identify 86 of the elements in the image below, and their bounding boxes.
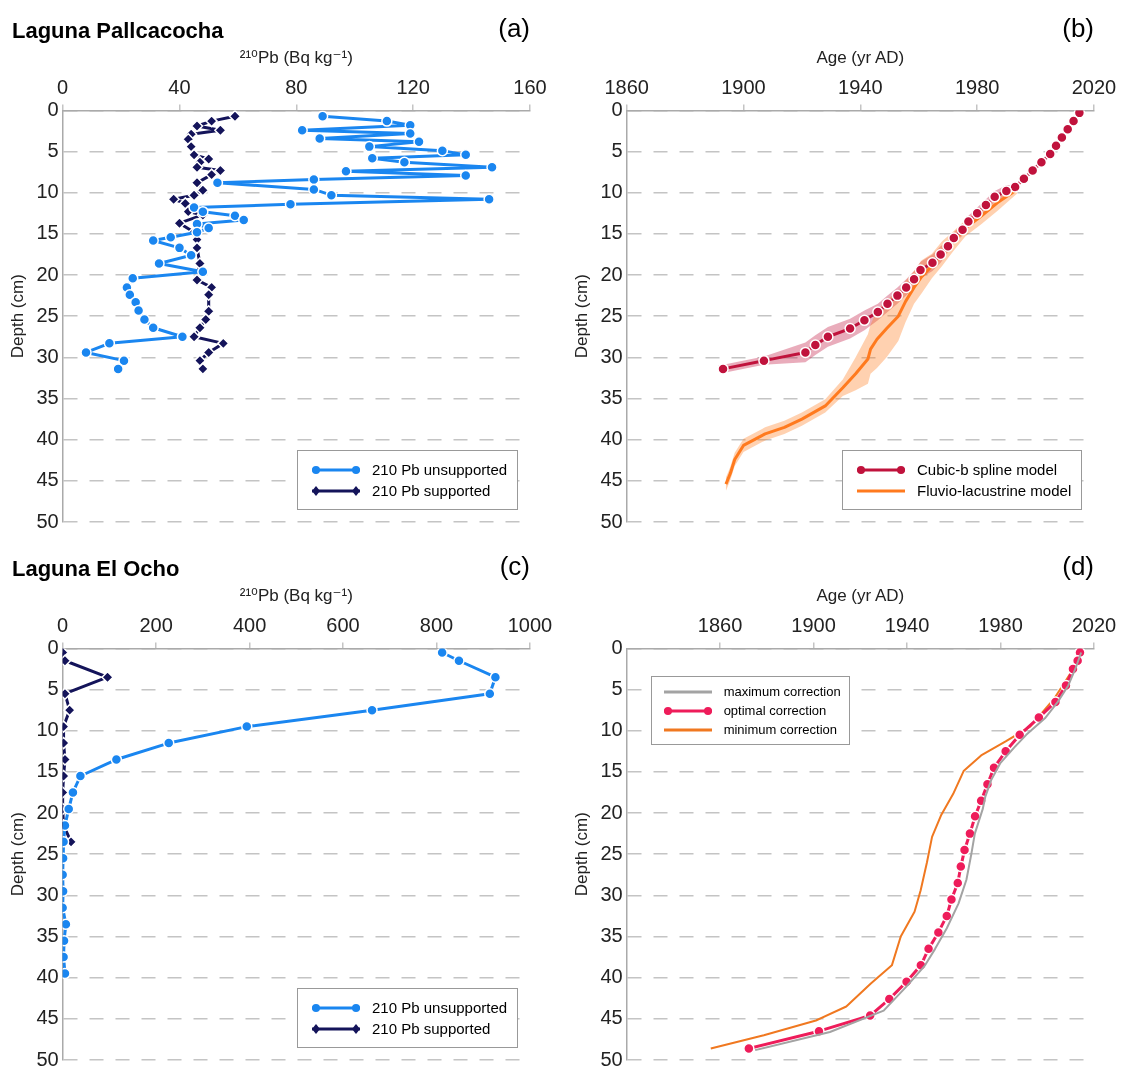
x-tick-label: 1860 <box>604 75 649 98</box>
y-tick-label: 10 <box>600 180 623 203</box>
x-tick-label: 1860 <box>697 613 743 636</box>
y-tick-label: 30 <box>600 344 623 367</box>
y-tick-label: 35 <box>600 924 623 947</box>
y-tick-label: 30 <box>36 882 59 905</box>
y-tick-label: 10 <box>36 718 59 741</box>
y-tick-label: 45 <box>600 468 623 491</box>
y-axis-title: Depth (cm) <box>7 812 27 897</box>
y-tick-label: 25 <box>600 841 623 864</box>
legend-label: Fluvio-lacustrine model <box>917 482 1072 499</box>
y-tick-label: 0 <box>611 635 623 658</box>
x-tick-label: 80 <box>285 75 308 98</box>
x-tick-label: 800 <box>419 613 454 636</box>
y-tick-label: 20 <box>36 800 59 823</box>
y-tick-label: 45 <box>600 1006 623 1029</box>
y-tick-label: 5 <box>611 139 623 162</box>
text: (a) <box>498 13 530 43</box>
y-tick-label: 30 <box>36 344 59 367</box>
x-tick-label: 120 <box>396 75 430 98</box>
y-tick-label: 40 <box>600 427 623 450</box>
y-tick-label: 35 <box>36 386 59 409</box>
y-tick-label: 15 <box>600 759 623 782</box>
y-tick-label: 0 <box>611 97 623 120</box>
x-tick-label: 1900 <box>721 75 766 98</box>
legend-label: 210 Pb supported <box>372 1020 491 1037</box>
y-tick-label: 5 <box>611 677 623 700</box>
x-axis-title: Age (yr AD) <box>816 585 905 605</box>
x-tick-label: 40 <box>168 75 191 98</box>
y-tick-label: 50 <box>600 509 623 532</box>
text: (d) <box>1062 551 1094 581</box>
y-tick-label: 45 <box>36 1006 59 1029</box>
x-axis-title: ²¹⁰Pb (Bq kg⁻¹) <box>239 585 353 605</box>
y-axis-title: Depth (cm) <box>7 274 27 359</box>
x-tick-label: 1940 <box>838 75 883 98</box>
y-tick-label: 10 <box>600 718 623 741</box>
x-tick-label: 1980 <box>978 613 1023 636</box>
y-axis-title: Depth (cm) <box>571 274 591 359</box>
legend-label: minimum correction <box>723 722 838 738</box>
x-tick-label: 600 <box>326 613 360 636</box>
y-tick-label: 20 <box>600 800 623 823</box>
chart-title: Laguna Pallcacocha <box>12 18 224 44</box>
x-tick-label: 2020 <box>1071 613 1117 636</box>
x-tick-label: 1000 <box>507 613 553 636</box>
x-axis-title: Age (yr AD) <box>816 47 905 67</box>
y-tick-label: 40 <box>600 965 623 988</box>
y-tick-label: 0 <box>47 97 59 120</box>
y-tick-label: 35 <box>600 386 623 409</box>
y-axis-title: Depth (cm) <box>571 812 591 897</box>
legend-label: 210 Pb unsupported <box>372 999 508 1016</box>
y-tick-label: 20 <box>36 262 59 285</box>
y-tick-label: 40 <box>36 427 59 450</box>
y-tick-label: 15 <box>36 221 59 244</box>
x-tick-label: 200 <box>139 613 173 636</box>
y-tick-label: 15 <box>36 759 59 782</box>
x-tick-label: 160 <box>513 75 547 98</box>
y-tick-label: 15 <box>600 221 623 244</box>
legend-label: optimal correction <box>723 703 827 719</box>
y-tick-label: 50 <box>36 509 59 532</box>
y-tick-label: 50 <box>36 1047 59 1070</box>
x-tick-label: 1900 <box>791 613 836 636</box>
y-tick-label: 25 <box>600 303 623 326</box>
y-tick-label: 0 <box>47 635 59 658</box>
text: (b) <box>1062 13 1094 43</box>
x-tick-label: 1940 <box>884 613 930 636</box>
legend-label: 210 Pb supported <box>372 482 491 499</box>
x-tick-label: 2020 <box>1071 75 1117 98</box>
y-tick-label: 40 <box>36 965 59 988</box>
chart-title: Laguna El Ocho <box>12 556 180 582</box>
y-tick-label: 20 <box>600 262 623 285</box>
y-tick-label: 30 <box>600 882 623 905</box>
y-tick-label: 25 <box>36 303 59 326</box>
text: (c) <box>499 551 530 581</box>
legend-label: Cubic-b spline model <box>917 461 1058 478</box>
x-tick-label: 1980 <box>954 75 1000 98</box>
y-tick-label: 5 <box>47 677 59 700</box>
x-axis-title: ²¹⁰Pb (Bq kg⁻¹) <box>239 47 353 67</box>
legend-label: 210 Pb unsupported <box>372 461 508 478</box>
legend-label: maximum correction <box>723 684 841 700</box>
y-tick-label: 5 <box>47 139 59 162</box>
y-tick-label: 25 <box>36 841 59 864</box>
y-tick-label: 10 <box>36 180 59 203</box>
x-tick-label: 400 <box>232 613 267 636</box>
y-tick-label: 50 <box>600 1047 623 1070</box>
y-tick-label: 45 <box>36 468 59 491</box>
y-tick-label: 35 <box>36 924 59 947</box>
